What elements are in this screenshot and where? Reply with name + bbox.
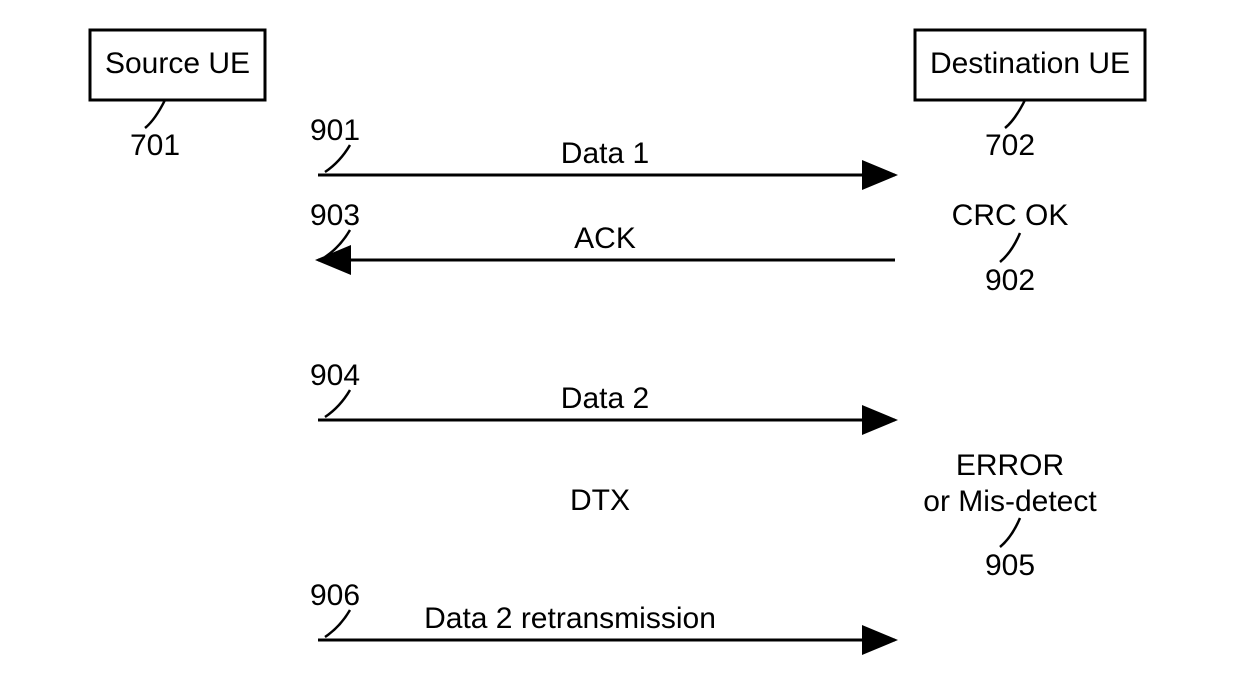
status-error-ref: 905 bbox=[985, 549, 1035, 582]
source-node: Source UE 701 bbox=[90, 30, 265, 162]
arrow-ack-ref: 903 bbox=[310, 199, 360, 232]
source-label: Source UE bbox=[105, 47, 250, 80]
arrow-data2: Data 2 904 bbox=[310, 359, 895, 420]
arrow-data1-ref: 901 bbox=[310, 114, 360, 147]
arrow-data2-ref: 904 bbox=[310, 359, 360, 392]
arrow-retx-label: Data 2 retransmission bbox=[424, 602, 716, 635]
status-crc_ok: CRC OK 902 bbox=[952, 199, 1069, 297]
arrow-retx: Data 2 retransmission 906 bbox=[310, 579, 895, 640]
arrow-ack: ACK 903 bbox=[310, 199, 895, 260]
arrow-data2-label: Data 2 bbox=[561, 382, 649, 415]
arrow-data1-label: Data 1 bbox=[561, 137, 649, 170]
arrow-retx-ref: 906 bbox=[310, 579, 360, 612]
text-dtx: DTX bbox=[570, 484, 630, 517]
source-ref: 701 bbox=[130, 129, 180, 162]
arrow-data1: Data 1 901 bbox=[310, 114, 895, 175]
arrow-ack-label: ACK bbox=[574, 222, 636, 255]
status-error-text: ERRORor Mis-detect bbox=[923, 449, 1097, 518]
sequence-diagram: Source UE 701 Destination UE 702 Data 1 901 A… bbox=[0, 0, 1240, 688]
status-crc_ok-text: CRC OK bbox=[952, 199, 1069, 232]
destination-ref: 702 bbox=[985, 129, 1035, 162]
status-error: ERRORor Mis-detect 905 bbox=[923, 449, 1097, 582]
destination-label: Destination UE bbox=[930, 47, 1130, 80]
status-crc_ok-ref: 902 bbox=[985, 264, 1035, 297]
destination-node: Destination UE 702 bbox=[915, 30, 1145, 162]
